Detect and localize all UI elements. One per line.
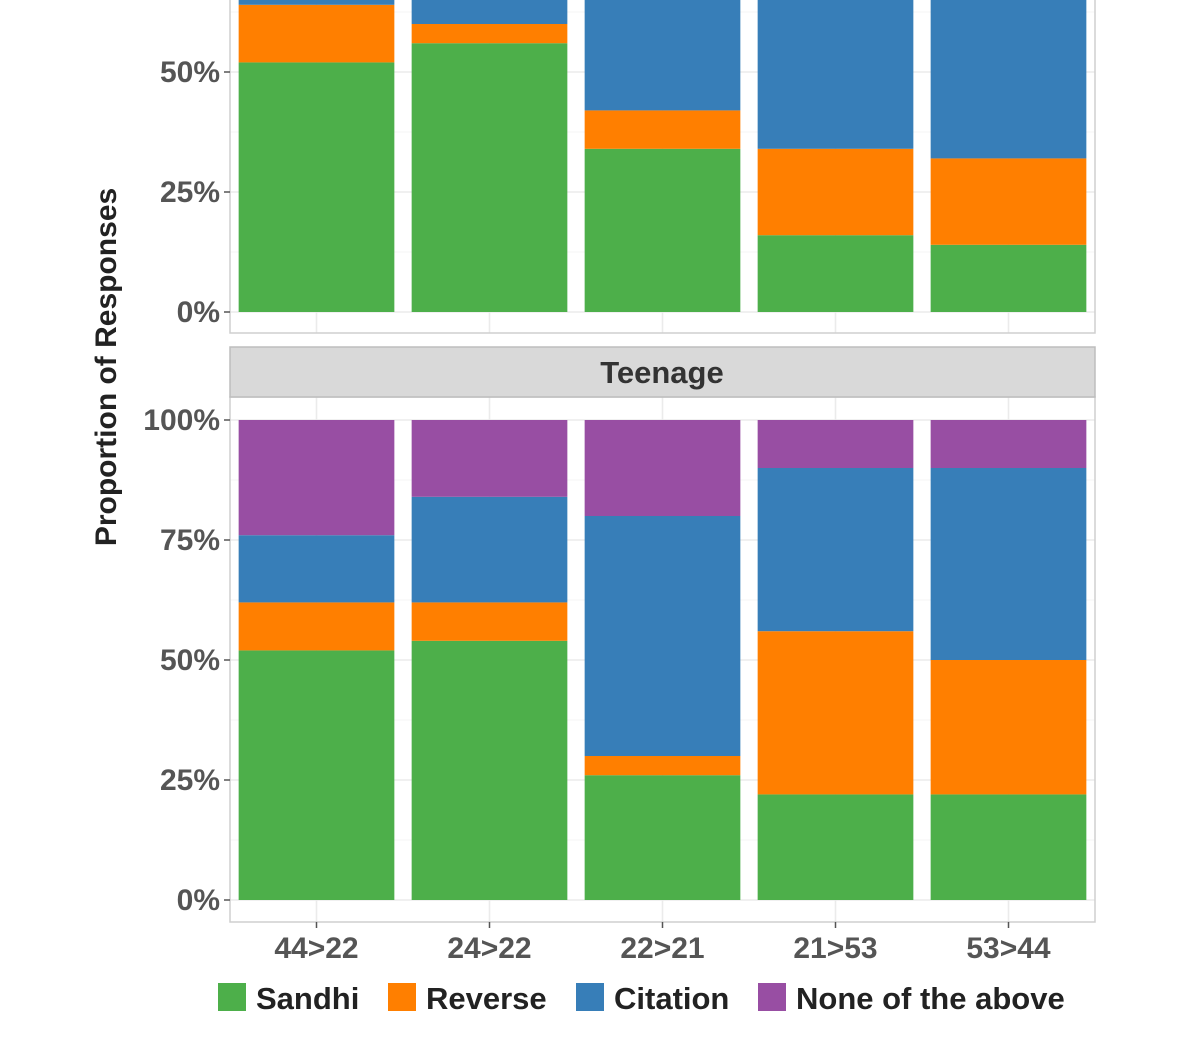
legend-label: None of the above (796, 981, 1065, 1016)
bar-segment (584, 516, 741, 756)
x-tick-label: 21>53 (793, 932, 877, 965)
bar-segment (238, 420, 395, 536)
bar-segment (930, 420, 1087, 468)
bar-segment (238, 535, 395, 603)
bar-segment (584, 775, 741, 900)
bar-segment (411, 0, 568, 24)
bar-segment (238, 602, 395, 651)
y-tick-label: 25% (160, 176, 220, 209)
bar-segment (238, 4, 395, 63)
x-tick-label: 24>22 (447, 932, 531, 965)
bar-segment (411, 602, 568, 641)
bar-segment (411, 640, 568, 900)
legend-label: Sandhi (256, 981, 359, 1016)
bar-segment (584, 0, 741, 111)
y-tick-label: 100% (143, 404, 220, 437)
y-tick-label: 0% (177, 884, 220, 917)
bars (238, 0, 1087, 900)
bar-segment (757, 0, 914, 149)
facet-strip-label: Teenage (600, 355, 723, 390)
bar-segment (584, 110, 741, 149)
bar-segment (930, 794, 1087, 900)
facet-strip: Teenage (229, 346, 1096, 398)
bar-segment (757, 235, 914, 312)
bar-segment (757, 420, 914, 468)
bar-segment (584, 420, 741, 516)
bar-segment (238, 62, 395, 313)
legend-swatch (576, 983, 604, 1011)
bar-segment (238, 0, 395, 5)
y-tick-label: 0% (177, 296, 220, 329)
bar-segment (757, 794, 914, 900)
bar-segment (584, 148, 741, 312)
bar-segment (757, 148, 914, 236)
legend: Sandhi Reverse Citation None of the above (218, 981, 1065, 1016)
bar-segment (930, 468, 1087, 660)
bar-segment (757, 468, 914, 632)
bar-segment (411, 24, 568, 44)
facet-strip-background (229, 346, 1096, 398)
bar-segment (930, 158, 1087, 245)
y-tick-label: 50% (160, 56, 220, 89)
bar-segment (930, 0, 1087, 159)
bar-segment (757, 631, 914, 795)
legend-label: Citation (614, 981, 729, 1016)
bar-segment (930, 244, 1087, 312)
y-axes: 0% 25% 50% 0% 25% 50% 75% 100% (143, 56, 230, 917)
bar-segment (411, 43, 568, 312)
x-tick-label: 22>21 (620, 932, 704, 965)
legend-swatch (218, 983, 246, 1011)
y-tick-label: 25% (160, 764, 220, 797)
y-tick-label: 50% (160, 644, 220, 677)
bar-segment (411, 420, 568, 497)
bar-segment (238, 650, 395, 900)
x-tick-label: 53>44 (966, 932, 1051, 965)
bar-segment (584, 756, 741, 776)
x-tick-label: 44>22 (274, 932, 358, 965)
x-axis: 44>22 24>22 22>21 21>53 53>44 (274, 922, 1051, 965)
legend-swatch (388, 983, 416, 1011)
bar-segment (930, 660, 1087, 795)
panel-border (229, 0, 1096, 334)
legend-label: Reverse (426, 981, 547, 1016)
bar-segment (411, 496, 568, 603)
y-axis-title: Proportion of Responses (90, 188, 123, 546)
legend-swatch (758, 983, 786, 1011)
y-tick-label: 75% (160, 524, 220, 557)
